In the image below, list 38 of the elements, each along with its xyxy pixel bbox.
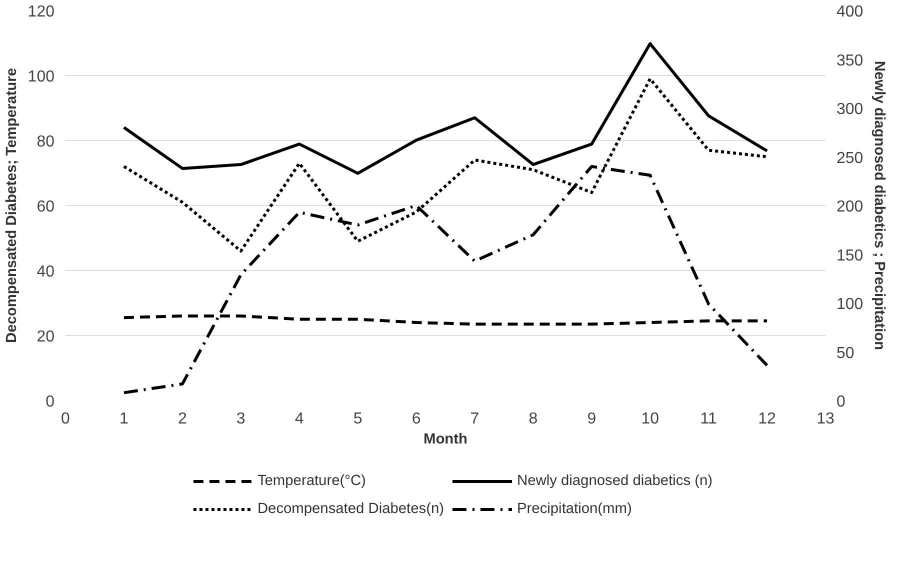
x-tick-label: 10	[641, 410, 660, 428]
legend-label: Temperature(°C)	[257, 473, 366, 489]
y-tick-label: 20	[36, 328, 55, 346]
y-tick-label: 40	[36, 264, 55, 280]
x-tick-label: 3	[236, 410, 246, 428]
y2-tick-label: 300	[836, 101, 864, 118]
y2-tick-label: 350	[836, 52, 864, 70]
y2-axis-title: Newly diagnosed diabetics ; Precipitation	[871, 60, 888, 350]
x-axis-title: Month	[424, 432, 468, 448]
y-axis-title: Decompensated Diabetes; Temperature	[4, 68, 20, 344]
x-tick-label: 2	[178, 410, 187, 428]
y-tick-label: 80	[36, 134, 55, 150]
y2-tick-label: 250	[836, 150, 864, 167]
x-tick-label: 13	[816, 410, 834, 428]
y-tick-label: 60	[36, 198, 55, 216]
y2-tick-label: 400	[836, 4, 864, 20]
y2-tick-label: 150	[836, 247, 864, 264]
x-tick-label: 11	[700, 410, 717, 428]
x-tick-label: 1	[120, 410, 129, 428]
y2-tick-label: 0	[836, 394, 846, 410]
x-tick-label: 0	[61, 410, 70, 428]
y2-tick-label: 100	[836, 296, 864, 313]
legend-label: Newly diagnosed diabetics (n)	[517, 473, 713, 489]
x-tick-label: 8	[528, 410, 538, 428]
x-tick-label: 7	[470, 410, 480, 428]
y-tick-label: 100	[28, 68, 55, 86]
y-tick-label: 120	[28, 4, 55, 20]
x-tick-label: 4	[294, 410, 304, 428]
x-tick-label: 9	[587, 410, 596, 428]
y-tick-label: 0	[46, 394, 55, 410]
y2-tick-label: 200	[836, 198, 864, 216]
x-tick-label: 12	[758, 410, 776, 428]
x-tick-label: 5	[353, 410, 362, 428]
legend-label: Decompensated Diabetes(n)	[257, 501, 444, 517]
x-tick-label: 6	[412, 410, 421, 428]
line-series	[122, 42, 769, 175]
legend-label: Precipitation(mm)	[517, 501, 632, 517]
y2-tick-label: 50	[836, 344, 854, 362]
